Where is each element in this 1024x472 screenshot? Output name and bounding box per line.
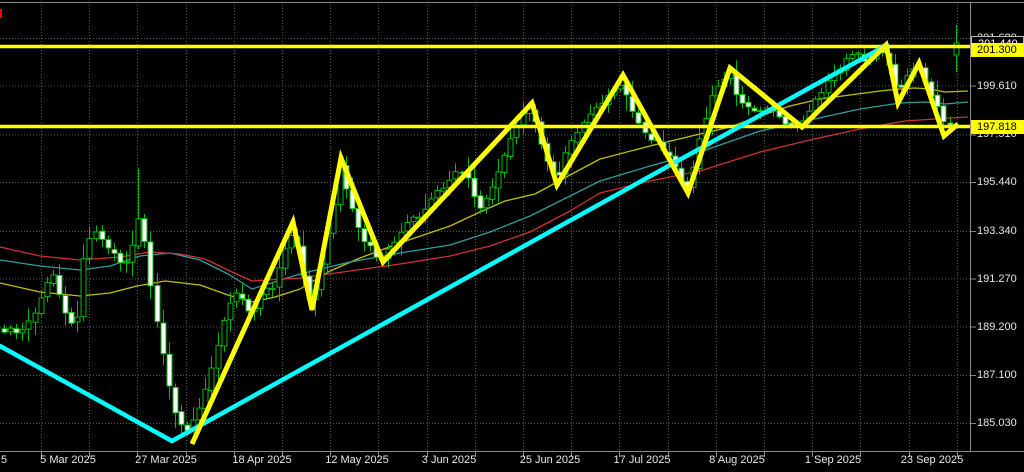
mid-ma-line bbox=[0, 101, 969, 290]
up-trendline[interactable] bbox=[169, 42, 890, 444]
corner-mark bbox=[0, 9, 2, 18]
hline-price-tag-upper[interactable]: 201.300 bbox=[971, 42, 1024, 57]
fast-ma-line bbox=[0, 87, 969, 303]
down-trendline[interactable] bbox=[0, 343, 175, 444]
zigzag-overlay[interactable] bbox=[189, 40, 960, 446]
hline-price-tag-lower[interactable]: 197.818 bbox=[971, 119, 1024, 134]
chart-borders bbox=[0, 2, 1024, 457]
